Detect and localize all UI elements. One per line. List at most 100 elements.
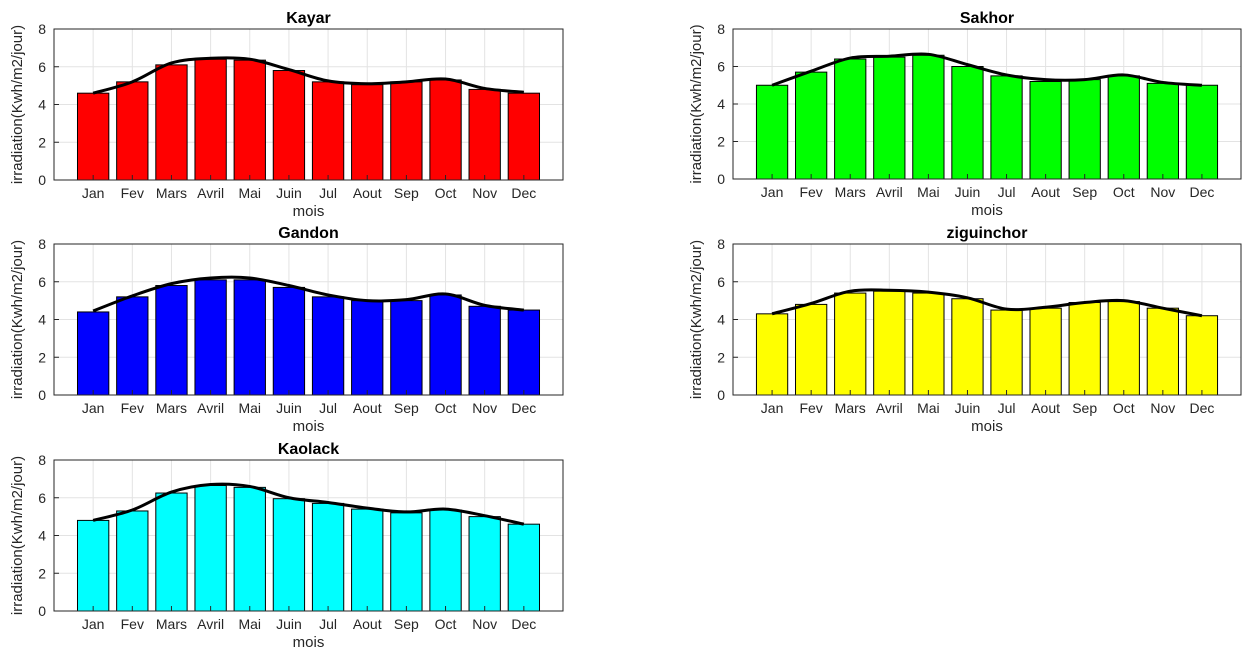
x-tick-label: Juin — [276, 400, 302, 416]
y-tick-label: 6 — [38, 490, 46, 506]
x-axis-label: mois — [293, 634, 325, 651]
bar-avril — [194, 279, 227, 396]
bar-sep — [390, 81, 423, 181]
x-axis-label: mois — [293, 203, 325, 220]
x-tick-label: Oct — [1113, 184, 1135, 200]
bar-mars — [834, 292, 867, 396]
y-axis-label: irradiation(Kwh/m2/jour) — [9, 456, 26, 615]
y-tick-label: 0 — [38, 172, 46, 188]
bar-mai — [912, 54, 945, 180]
x-tick-label: Fev — [121, 185, 144, 201]
bar-avril — [873, 290, 906, 396]
y-tick-label: 4 — [38, 97, 46, 113]
bar-aout — [351, 508, 384, 612]
bar-mars — [155, 285, 188, 396]
x-tick-label: Dec — [1189, 184, 1214, 200]
bar-jul — [990, 309, 1023, 396]
bar-mai — [233, 279, 266, 396]
x-tick-label: Dec — [511, 616, 536, 632]
subplot-kayar: 0 2 4 6 8 Jan Fev Mars Avril Mai Juin Jul Aout Sep Oct… — [9, 10, 564, 220]
bar-mars — [155, 492, 188, 612]
bar-nov — [468, 305, 501, 396]
y-tick-label: 4 — [38, 312, 46, 328]
subplot-title: Gandon — [278, 225, 338, 242]
bar-aout — [1029, 307, 1062, 396]
x-tick-label: Jan — [761, 184, 784, 200]
x-tick-label: Juin — [276, 616, 302, 632]
subplot-gandon: 0 2 4 6 8 Jan Fev Mars Avril Mai Juin Jul Aout Sep Oct… — [9, 225, 564, 435]
x-tick-label: Dec — [511, 400, 536, 416]
y-tick-label: 6 — [717, 274, 725, 290]
y-axis-label: irradiation(Kwh/m2/jour) — [9, 240, 26, 399]
x-tick-label: Nov — [1150, 400, 1175, 416]
bar-aout — [351, 84, 384, 181]
x-tick-label: Fev — [121, 400, 144, 416]
bar-fev — [116, 510, 149, 612]
x-axis-label: mois — [971, 418, 1003, 435]
y-tick-label: 8 — [38, 236, 46, 252]
x-tick-label: Jan — [82, 185, 105, 201]
x-tick-label: Aout — [353, 400, 382, 416]
x-tick-label: Nov — [472, 616, 497, 632]
trend-curve — [92, 56, 524, 95]
subplot-title: Kayar — [286, 10, 330, 27]
x-tick-label: Avril — [876, 184, 903, 200]
bar-sep — [390, 300, 423, 396]
bar-jan — [755, 84, 789, 180]
bar-sep — [1068, 302, 1101, 396]
subplot-ziguinchor: 0 2 4 6 8 Jan Fev Mars Avril Mai Juin Jul Aout Sep Oct… — [688, 225, 1242, 435]
bar-oct — [429, 294, 462, 396]
x-tick-label: Mai — [917, 184, 940, 200]
bar-nov — [468, 88, 501, 181]
bar-nov — [1146, 82, 1179, 180]
bar-oct — [429, 79, 462, 181]
subplot-title: Sakhor — [960, 10, 1014, 27]
x-tick-label: Jul — [998, 184, 1016, 200]
subplot-kaolack: 0 2 4 6 8 Jan Fev Mars Avril Mai Juin Jul Aout Sep Oct… — [9, 441, 564, 651]
x-tick-label: Mai — [238, 400, 261, 416]
bar-dec — [1185, 84, 1219, 180]
y-tick-label: 6 — [38, 274, 46, 290]
bar-juin — [272, 70, 306, 181]
x-tick-label: Mai — [917, 400, 940, 416]
bar-fev — [795, 71, 828, 180]
x-tick-label: Jul — [319, 616, 337, 632]
y-tick-label: 6 — [38, 59, 46, 75]
x-tick-label: Nov — [472, 400, 497, 416]
y-tick-label: 0 — [38, 603, 46, 619]
bar-jul — [990, 75, 1023, 180]
bar-jan — [755, 313, 789, 396]
x-tick-label: Avril — [876, 400, 903, 416]
bar-oct — [1107, 75, 1140, 180]
x-tick-label: Mars — [156, 400, 187, 416]
subplot-title: ziguinchor — [947, 225, 1028, 242]
bar-fev — [795, 303, 828, 396]
bar-mai — [912, 292, 945, 396]
bar-avril — [873, 56, 906, 180]
bar-juin — [951, 66, 984, 180]
x-tick-label: Jul — [319, 185, 337, 201]
x-tick-label: Jan — [82, 616, 105, 632]
trend-curve — [92, 275, 525, 313]
bar-dec — [1185, 315, 1219, 396]
bar-nov — [468, 516, 501, 612]
bar-nov — [1146, 307, 1179, 396]
x-tick-label: Sep — [394, 400, 419, 416]
y-tick-label: 0 — [717, 387, 725, 403]
bar-dec — [507, 309, 541, 396]
x-tick-label: Jul — [319, 400, 337, 416]
subplot-sakhor: 0 2 4 6 8 Jan Fev Mars Avril Mai Juin Jul Aout Sep Oct… — [688, 10, 1242, 219]
bar-oct — [429, 509, 462, 612]
bar-mai — [233, 486, 266, 612]
x-tick-label: Jan — [761, 400, 784, 416]
x-tick-label: Sep — [394, 185, 419, 201]
y-tick-label: 0 — [717, 171, 725, 187]
y-axis-label: irradiation(Kwh/m2/jour) — [688, 240, 705, 399]
x-tick-label: Sep — [394, 616, 419, 632]
trend-curve — [92, 482, 525, 526]
x-tick-label: Aout — [1031, 400, 1060, 416]
x-tick-label: Dec — [511, 185, 536, 201]
bar-avril — [194, 58, 227, 181]
x-tick-label: Sep — [1072, 184, 1097, 200]
